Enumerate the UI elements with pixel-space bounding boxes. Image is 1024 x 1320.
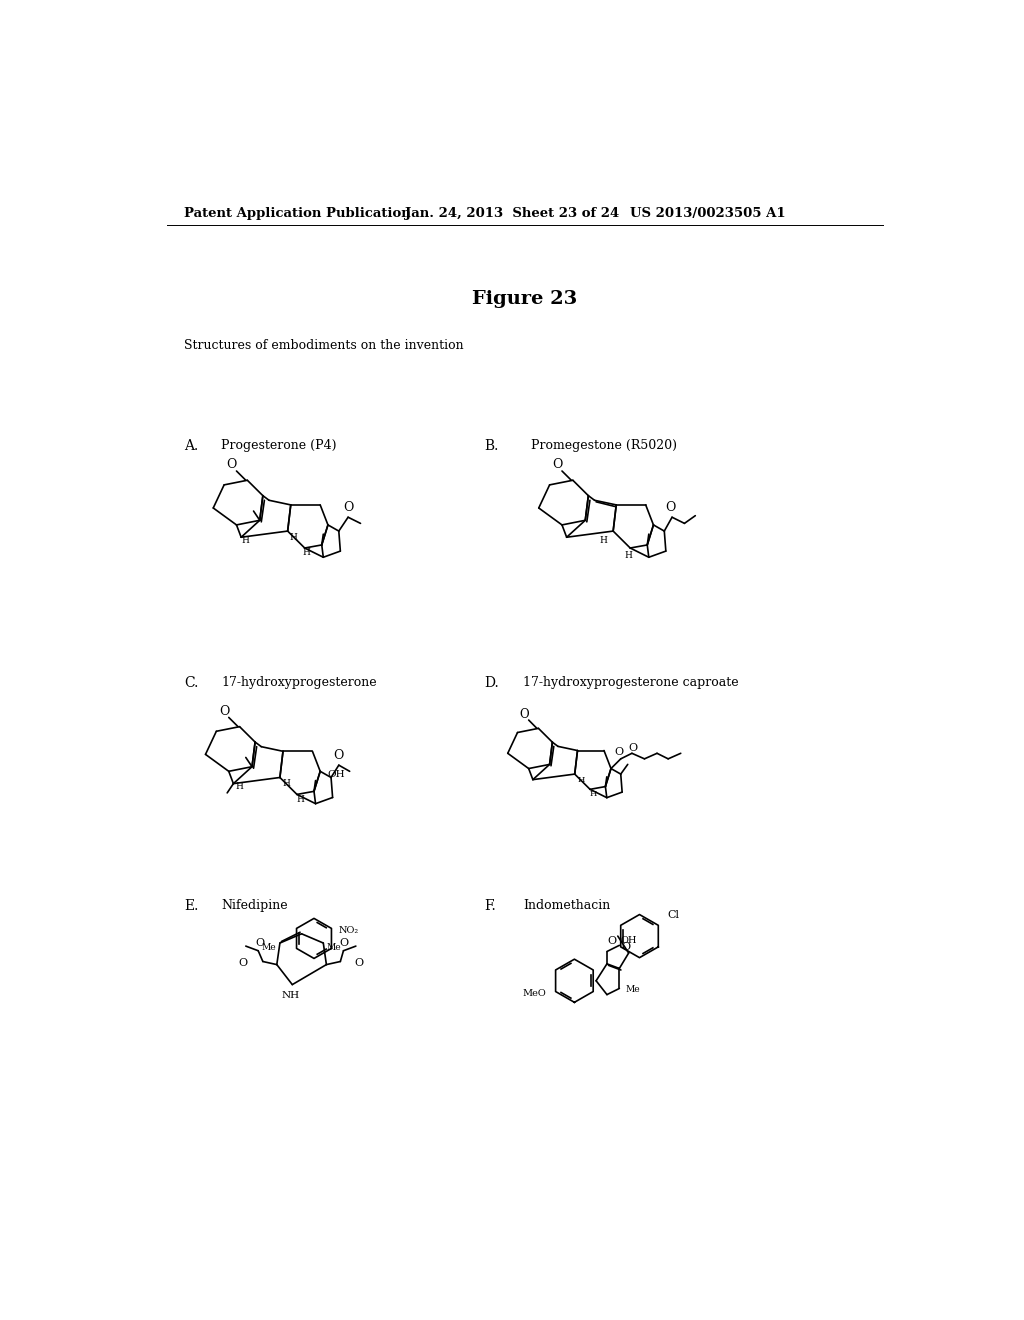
Text: E.: E.	[183, 899, 199, 913]
Text: H: H	[283, 779, 290, 788]
Text: O: O	[621, 942, 630, 952]
Text: Figure 23: Figure 23	[472, 289, 578, 308]
Text: Promegestone (R5020): Promegestone (R5020)	[531, 440, 677, 453]
Text: F.: F.	[484, 899, 497, 913]
Text: Jan. 24, 2013  Sheet 23 of 24: Jan. 24, 2013 Sheet 23 of 24	[404, 207, 618, 220]
Text: Nifedipine: Nifedipine	[221, 899, 288, 912]
Text: O: O	[666, 502, 676, 515]
Text: O: O	[219, 705, 229, 718]
Text: O: O	[354, 958, 364, 968]
Text: MeO: MeO	[522, 989, 547, 998]
Text: O: O	[339, 939, 348, 948]
Text: D.: D.	[484, 676, 500, 690]
Text: H: H	[236, 783, 244, 791]
Text: NO₂: NO₂	[339, 927, 359, 935]
Text: O: O	[255, 939, 264, 948]
Text: Structures of embodiments on the invention: Structures of embodiments on the inventi…	[183, 339, 464, 352]
Text: 17-hydroxyprogesterone caproate: 17-hydroxyprogesterone caproate	[523, 676, 739, 689]
Text: NH: NH	[282, 991, 300, 999]
Text: OH: OH	[327, 770, 344, 779]
Text: O: O	[226, 458, 237, 471]
Text: O: O	[239, 958, 248, 968]
Text: H: H	[590, 789, 597, 799]
Text: O: O	[334, 750, 344, 763]
Text: H: H	[290, 533, 298, 541]
Text: O: O	[519, 708, 529, 721]
Text: H: H	[578, 776, 585, 784]
Text: O: O	[629, 743, 638, 752]
Text: Cl: Cl	[668, 909, 679, 920]
Text: H: H	[242, 536, 250, 545]
Text: B.: B.	[484, 440, 499, 454]
Text: O: O	[607, 936, 616, 945]
Text: Indomethacin: Indomethacin	[523, 899, 610, 912]
Text: Me: Me	[262, 944, 276, 952]
Text: Me: Me	[327, 944, 341, 952]
Text: H: H	[600, 536, 608, 545]
Text: 17-hydroxyprogesterone: 17-hydroxyprogesterone	[221, 676, 377, 689]
Text: A.: A.	[183, 440, 198, 454]
Text: Patent Application Publication: Patent Application Publication	[183, 207, 411, 220]
Text: H: H	[296, 795, 304, 804]
Text: Me: Me	[626, 986, 640, 994]
Text: O: O	[614, 747, 624, 756]
Text: OH: OH	[621, 936, 637, 945]
Text: US 2013/0023505 A1: US 2013/0023505 A1	[630, 207, 785, 220]
Text: C.: C.	[183, 676, 199, 690]
Text: H: H	[302, 548, 310, 557]
Text: O: O	[344, 502, 354, 515]
Text: H: H	[625, 552, 633, 560]
Text: Progesterone (P4): Progesterone (P4)	[221, 440, 337, 453]
Text: O: O	[552, 458, 562, 471]
